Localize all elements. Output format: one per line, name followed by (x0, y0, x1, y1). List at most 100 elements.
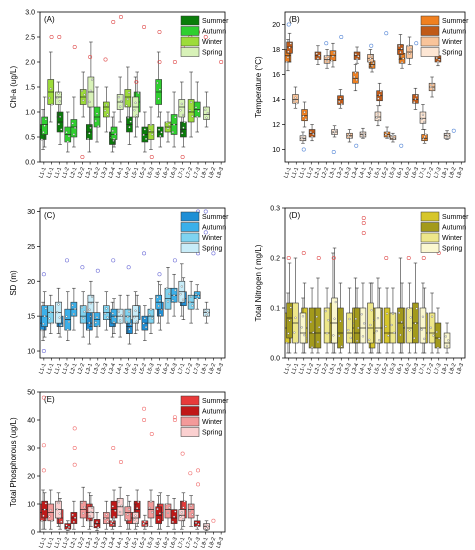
data-point (97, 526, 100, 529)
data-point (408, 329, 411, 332)
data-point (157, 304, 160, 308)
data-point (287, 50, 290, 53)
box-mark (110, 298, 118, 334)
y-axis-label: Total Nitrogen ( mg/L) (254, 244, 263, 321)
data-point (117, 310, 121, 313)
data-point (80, 306, 84, 309)
data-point (114, 133, 117, 136)
outlier-point (88, 54, 93, 59)
data-point (409, 48, 412, 51)
legend-label: Winter (202, 39, 223, 46)
data-point (354, 71, 357, 74)
x-tick-label: L5-3 (388, 363, 397, 375)
data-point (368, 338, 371, 341)
data-point (357, 55, 360, 58)
x-tick-label: L1-1 (38, 537, 47, 549)
data-point (159, 134, 162, 138)
box-mark (55, 81, 62, 118)
box-body (389, 312, 397, 344)
box-body (301, 109, 308, 122)
data-point (423, 135, 426, 138)
data-point (127, 91, 131, 94)
outlier-point (301, 251, 306, 256)
data-point (390, 323, 393, 327)
data-point (105, 307, 108, 310)
data-point (393, 137, 396, 140)
data-point (196, 297, 199, 300)
y-tick-label: 0 (31, 530, 35, 537)
outlier-point (111, 445, 116, 450)
data-point (66, 328, 69, 331)
data-point (174, 289, 177, 292)
box-body (419, 111, 427, 124)
data-point (302, 115, 305, 118)
box-mark (147, 106, 155, 150)
outlier-point (80, 155, 85, 160)
outlier-point (324, 41, 329, 46)
data-point (315, 315, 318, 318)
data-point (168, 506, 171, 509)
data-point (332, 132, 335, 135)
data-point (385, 131, 389, 134)
data-point (143, 520, 146, 523)
box-mark (367, 49, 374, 68)
data-point (288, 46, 291, 49)
data-point (126, 513, 129, 516)
data-point (67, 525, 71, 529)
data-point (435, 330, 438, 334)
data-point (294, 96, 297, 99)
data-point (421, 113, 425, 116)
data-point (400, 61, 404, 64)
data-point (160, 131, 163, 134)
x-tick-label: L3-3 (100, 167, 109, 179)
data-point (125, 104, 128, 107)
legend-label: Spring (202, 50, 222, 57)
outlier-point (157, 29, 162, 34)
box-body (132, 305, 139, 324)
legend-swatch (180, 36, 200, 47)
box-body (406, 307, 413, 344)
data-point (88, 308, 91, 311)
box-mark (412, 262, 419, 354)
x-tick-label: L8-2 (208, 363, 217, 375)
data-point (370, 54, 373, 57)
data-point (300, 326, 303, 329)
outlier-point (49, 34, 54, 39)
data-point (80, 89, 84, 92)
box-mark (292, 257, 299, 354)
outlier-point (118, 15, 123, 20)
data-point (171, 520, 174, 523)
outlier-point (157, 272, 162, 277)
box-mark (47, 51, 55, 123)
x-tick-label: L8-3 (456, 363, 465, 375)
data-point (194, 521, 198, 524)
legend-label: Summer (442, 18, 469, 25)
data-point (399, 51, 402, 54)
box-mark (87, 495, 95, 527)
data-point (58, 316, 61, 319)
data-point (294, 316, 297, 319)
data-point (333, 317, 336, 320)
box-mark (93, 86, 101, 143)
data-point (429, 326, 432, 329)
legend-label: Autumn (202, 409, 226, 416)
data-point (57, 501, 60, 505)
legend-label: Summer (202, 398, 229, 405)
data-point (288, 319, 291, 322)
data-point (334, 300, 337, 304)
box-mark (323, 287, 331, 354)
data-point (327, 57, 330, 60)
outlier-point (41, 272, 46, 277)
data-point (48, 515, 51, 518)
data-point (127, 310, 131, 313)
box-mark (389, 287, 397, 354)
data-point (432, 334, 435, 337)
y-tick-label: 0.2 (270, 256, 280, 263)
data-point (385, 312, 389, 315)
box-mark (406, 36, 413, 65)
x-tick-label: L5-2 (381, 363, 390, 375)
data-point (43, 315, 46, 318)
data-point (414, 97, 417, 101)
data-point (106, 316, 109, 319)
